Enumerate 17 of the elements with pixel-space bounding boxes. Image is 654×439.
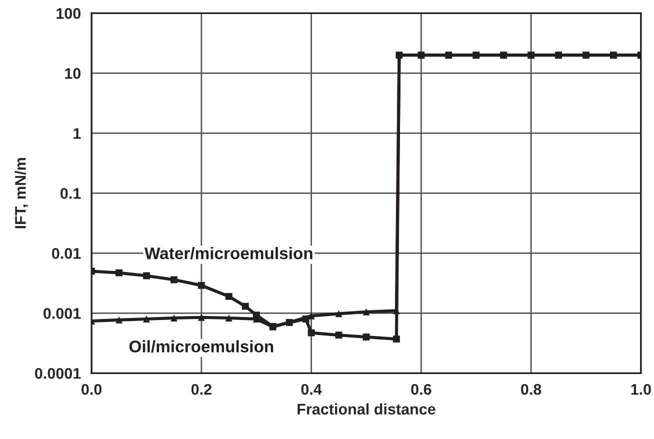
y-tick-label: 10: [65, 68, 81, 79]
y-tick-label: 0.001: [44, 308, 81, 319]
series-label: Water/microemulsion: [144, 246, 312, 260]
y-tick-label: 100: [56, 8, 81, 19]
y-tick-label: 0.1: [60, 188, 81, 199]
x-tick-label: 0.8: [521, 384, 542, 395]
x-tick-label: 0.2: [191, 384, 212, 395]
y-tick-label: 1: [74, 128, 81, 139]
y-axis-title: IFT, mN/m: [14, 158, 28, 228]
series-label: Oil/microemulsion: [129, 340, 274, 353]
x-axis-title: Fractional distance: [298, 403, 436, 415]
x-tick-label: 0.6: [411, 384, 432, 395]
y-tick-label: 0.0001: [35, 368, 81, 379]
x-tick-label: 1.0: [631, 384, 651, 395]
x-tick-label: 0.0: [82, 384, 102, 395]
x-tick-label: 0.4: [301, 384, 322, 395]
y-tick-label: 0.01: [52, 248, 81, 259]
